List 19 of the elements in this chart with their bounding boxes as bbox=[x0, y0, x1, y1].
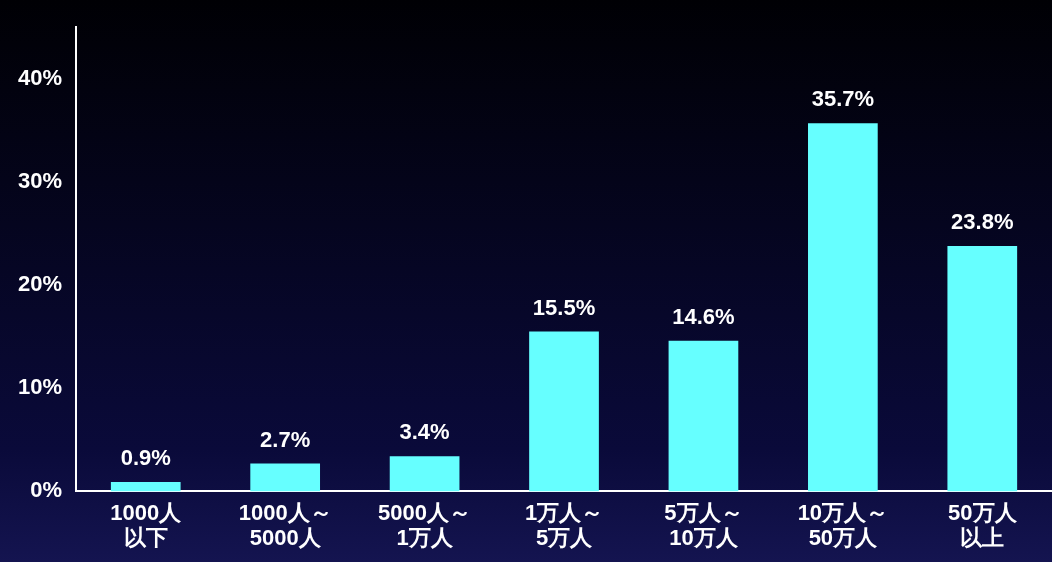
y-tick-label: 0% bbox=[30, 477, 63, 503]
data-label: 3.4% bbox=[399, 419, 450, 445]
x-tick-label: 50万人以上 bbox=[948, 500, 1018, 551]
x-tick-label: 1000人以下 bbox=[110, 500, 183, 551]
data-label: 14.6% bbox=[672, 303, 735, 329]
data-label: 15.5% bbox=[532, 294, 596, 320]
y-tick-label: 40% bbox=[17, 64, 63, 90]
data-label: 23.8% bbox=[951, 208, 1014, 234]
y-tick-label: 30% bbox=[17, 168, 63, 193]
y-tick-label: 20% bbox=[17, 271, 63, 297]
x-tick-label: 1000人～5000人 bbox=[238, 500, 332, 551]
data-label: 0.9% bbox=[120, 445, 171, 471]
data-label: 2.7% bbox=[260, 426, 311, 452]
y-tick-label: 10% bbox=[17, 374, 63, 400]
data-label: 35.7% bbox=[811, 86, 875, 112]
x-tick-label: 5000人～1万人 bbox=[378, 500, 472, 551]
x-tick-label: 1万人～5万人 bbox=[524, 500, 604, 551]
x-tick-label: 5万人～10万人 bbox=[664, 500, 743, 551]
x-tick-label: 10万人～50万人 bbox=[797, 500, 889, 551]
